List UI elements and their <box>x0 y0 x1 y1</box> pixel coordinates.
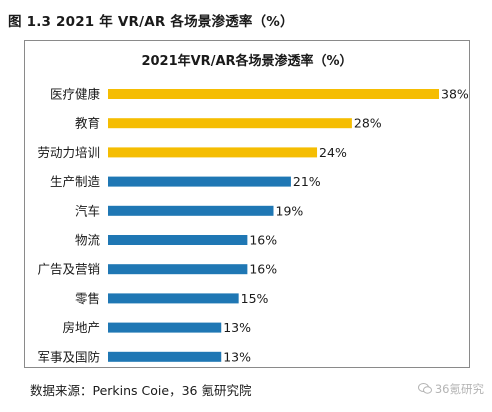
category-label: 教育 <box>75 116 100 131</box>
category-label: 汽车 <box>75 203 100 218</box>
bar <box>108 176 291 187</box>
watermark-text: 36氪研究 <box>434 382 484 396</box>
bar <box>108 89 439 99</box>
value-label: 16% <box>249 233 277 248</box>
figure-caption: 图 1.3 2021 年 VR/AR 各场景渗透率（%） <box>8 14 294 30</box>
chart-frame: 2021年VR/AR各场景渗透率（%） 医疗健康 38% 教育 28% 劳动力培训 24%… <box>24 40 470 368</box>
category-label: 医疗健康 <box>50 87 101 102</box>
value-label: 13% <box>223 349 251 364</box>
wechat-icon <box>417 383 432 394</box>
bar <box>108 322 222 333</box>
value-label: 24% <box>319 145 347 160</box>
bar <box>108 264 248 275</box>
category-label: 物流 <box>75 233 101 248</box>
category-label: 军事及国防 <box>37 349 100 364</box>
category-label: 生产制造 <box>50 174 101 189</box>
bar <box>108 293 239 304</box>
value-label: 28% <box>354 116 382 131</box>
data-source-note: 数据来源：Perkins Coie，36 氪研究院 <box>30 383 252 398</box>
value-label: 21% <box>293 174 321 189</box>
value-label: 16% <box>249 262 277 277</box>
chart-title: 2021年VR/AR各场景渗透率（%） <box>141 53 352 69</box>
value-label: 38% <box>441 87 469 102</box>
bar <box>108 205 274 216</box>
category-label: 零售 <box>75 291 100 306</box>
category-label: 劳动力培训 <box>37 145 100 160</box>
value-label: 19% <box>276 203 304 218</box>
bar <box>108 235 248 245</box>
bar <box>108 147 318 158</box>
category-label: 广告及营销 <box>37 262 100 277</box>
category-label: 房地产 <box>62 320 100 335</box>
bars-layer: 医疗健康 38% 教育 28% 劳动力培训 24% 生产制造 21% 汽车 19% 物流 16% 广告及… <box>37 87 468 365</box>
value-label: 13% <box>223 320 251 335</box>
watermark: 36氪研究 <box>417 381 484 397</box>
bar <box>108 118 352 129</box>
bar <box>108 351 222 362</box>
value-label: 15% <box>241 291 269 306</box>
bar-chart: 2021年VR/AR各场景渗透率（%） 医疗健康 38% 教育 28% 劳动力培训 24%… <box>37 53 468 365</box>
